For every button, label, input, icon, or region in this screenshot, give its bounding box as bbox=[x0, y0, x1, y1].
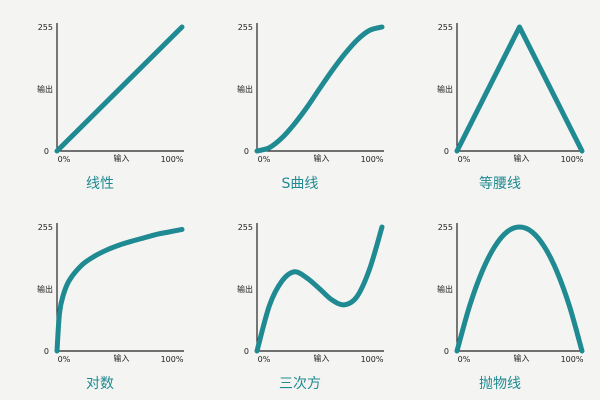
x-tick-label-min: 0% bbox=[258, 155, 271, 164]
y-tick-label-min: 0 bbox=[44, 147, 49, 156]
series-line bbox=[54, 226, 185, 354]
chart-svg: 255 0 输出 0% 100% 输入 bbox=[37, 23, 185, 164]
x-tick-label-max: 100% bbox=[561, 355, 584, 364]
series-line bbox=[254, 24, 385, 154]
x-tick-label-max: 100% bbox=[361, 355, 384, 364]
y-tick-label-min: 0 bbox=[244, 347, 249, 356]
y-axis-label: 输出 bbox=[37, 284, 53, 294]
x-axis-label: 输入 bbox=[514, 353, 530, 363]
x-axis-label: 输入 bbox=[114, 153, 130, 163]
chart-panel-1: 255 0 输出 0% 100% 输入线性 bbox=[0, 0, 200, 200]
y-tick-label-max: 255 bbox=[238, 23, 253, 32]
y-axis-label: 输出 bbox=[437, 84, 453, 94]
series-line bbox=[454, 24, 585, 154]
chart-panel-4: 255 0 输出 0% 100% 输入对数 bbox=[0, 200, 200, 400]
chart-panel-5: 255 0 输出 0% 100% 输入三次方 bbox=[200, 200, 400, 400]
chart-panel-3: 255 0 输出 0% 100% 输入等腰线 bbox=[400, 0, 600, 200]
x-tick-label-min: 0% bbox=[458, 155, 471, 164]
y-axis-label: 输出 bbox=[237, 84, 253, 94]
y-tick-label-max: 255 bbox=[438, 223, 453, 232]
y-axis-label: 输出 bbox=[437, 284, 453, 294]
series-line bbox=[254, 224, 385, 354]
x-tick-label-max: 100% bbox=[161, 155, 184, 164]
chart-svg: 255 0 输出 0% 100% 输入 bbox=[437, 223, 585, 364]
y-tick-label-min: 0 bbox=[44, 347, 49, 356]
x-tick-label-min: 0% bbox=[58, 155, 71, 164]
x-tick-label-max: 100% bbox=[561, 155, 584, 164]
x-tick-label-min: 0% bbox=[58, 355, 71, 364]
x-tick-label-max: 100% bbox=[361, 155, 384, 164]
y-tick-label-min: 0 bbox=[244, 147, 249, 156]
chart-title: 三次方 bbox=[279, 376, 321, 392]
series-line bbox=[454, 224, 585, 354]
x-tick-label-min: 0% bbox=[458, 355, 471, 364]
x-axis-label: 输入 bbox=[514, 153, 530, 163]
chart-svg: 255 0 输出 0% 100% 输入 bbox=[237, 223, 385, 364]
y-tick-label-max: 255 bbox=[38, 23, 53, 32]
x-tick-label-min: 0% bbox=[258, 355, 271, 364]
y-axis-label: 输出 bbox=[237, 284, 253, 294]
x-tick-label-max: 100% bbox=[161, 355, 184, 364]
x-axis-label: 输入 bbox=[114, 353, 130, 363]
chart-title: 抛物线 bbox=[479, 376, 521, 392]
chart-panel-2: 255 0 输出 0% 100% 输入 S曲线 bbox=[200, 0, 400, 200]
chart-svg: 255 0 输出 0% 100% 输入 bbox=[237, 23, 385, 164]
series-line bbox=[54, 24, 185, 154]
chart-svg: 255 0 输出 0% 100% 输入 bbox=[37, 223, 185, 364]
chart-panel-6: 255 0 输出 0% 100% 输入抛物线 bbox=[400, 200, 600, 400]
y-tick-label-max: 255 bbox=[38, 223, 53, 232]
chart-title: 等腰线 bbox=[479, 176, 521, 192]
chart-title: S曲线 bbox=[281, 176, 319, 192]
y-tick-label-min: 0 bbox=[444, 147, 449, 156]
chart-title: 对数 bbox=[86, 376, 114, 392]
x-axis-label: 输入 bbox=[314, 353, 330, 363]
y-axis-label: 输出 bbox=[37, 84, 53, 94]
y-tick-label-max: 255 bbox=[238, 223, 253, 232]
chart-title: 线性 bbox=[86, 176, 114, 192]
y-tick-label-min: 0 bbox=[444, 347, 449, 356]
chart-svg: 255 0 输出 0% 100% 输入 bbox=[437, 23, 585, 164]
y-tick-label-max: 255 bbox=[438, 23, 453, 32]
x-axis-label: 输入 bbox=[314, 153, 330, 163]
